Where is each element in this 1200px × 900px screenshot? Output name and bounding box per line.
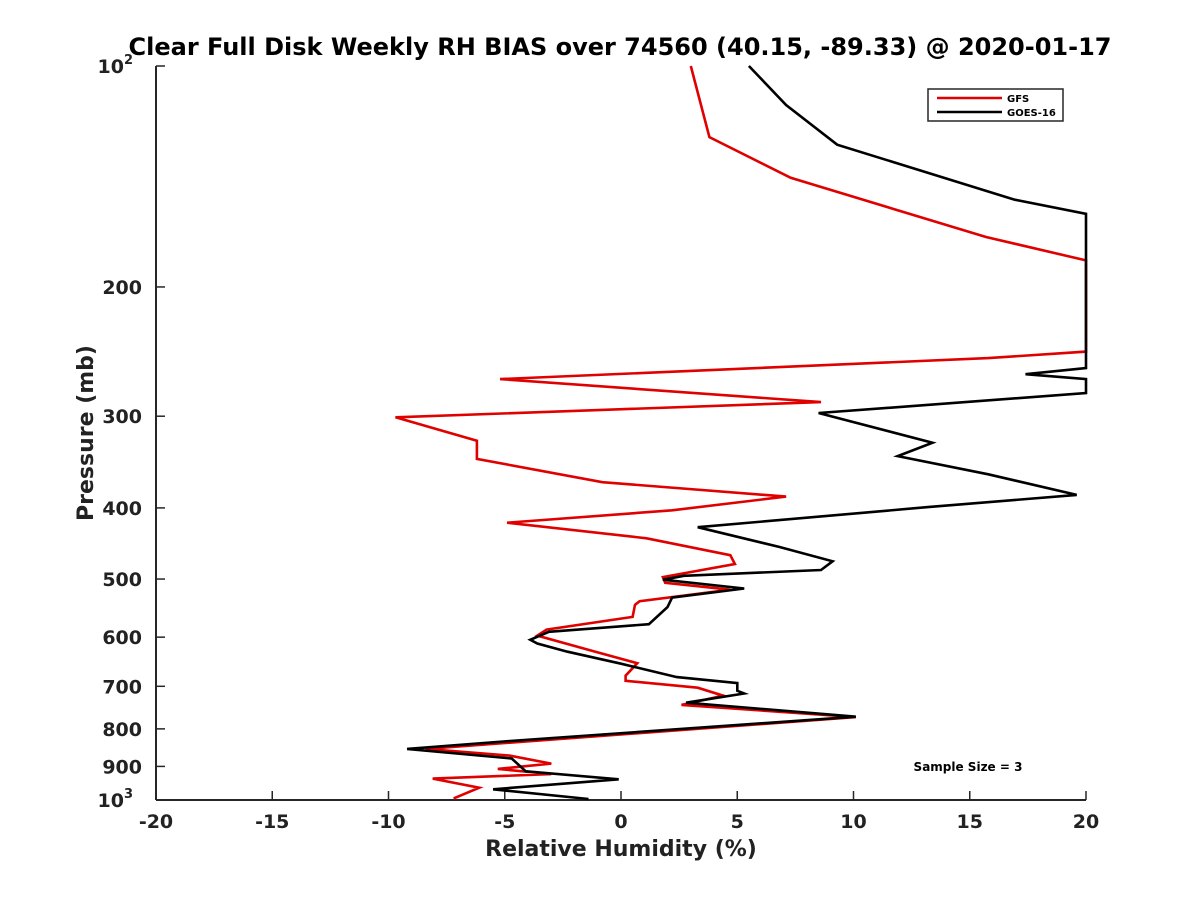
x-axis-label: Relative Humidity (%) (485, 837, 757, 862)
x-tick-label: -20 (139, 811, 173, 833)
x-tick-label: 0 (614, 811, 627, 833)
y-tick-base: 500 (102, 569, 142, 591)
sample-size-annotation: Sample Size = 3 (914, 760, 1023, 774)
x-tick-label: 10 (840, 811, 866, 833)
y-tick-base: 900 (102, 756, 142, 778)
legend: GFS GOES-16 (927, 88, 1064, 122)
axes (155, 66, 1086, 801)
series-line-goes-16 (406, 65, 1088, 801)
x-tick-label: -15 (255, 811, 289, 833)
y-tick-label: 102 (98, 53, 134, 78)
y-tick-label: 500 (102, 569, 142, 591)
y-tick-exponent: 2 (124, 53, 133, 68)
x-tick-label: -10 (371, 811, 405, 833)
y-tick-base: 10 (98, 790, 124, 812)
x-tick-label: -5 (494, 811, 515, 833)
chart-title: Clear Full Disk Weekly RH BIAS over 7456… (129, 33, 1112, 61)
y-tick-label: 400 (102, 498, 142, 520)
y-tick-base: 400 (102, 498, 142, 520)
y-tick-base: 300 (102, 406, 142, 428)
y-tick-base: 10 (98, 56, 124, 78)
y-tick-base: 600 (102, 627, 142, 649)
x-tick-label: 20 (1073, 811, 1099, 833)
x-tick-label: 5 (731, 811, 744, 833)
series-lines (395, 65, 1088, 801)
y-tick-label: 200 (102, 277, 142, 299)
x-ticks: -20 -15 -10 -5 0 5 10 15 20 (139, 791, 1099, 833)
y-tick-exponent: 3 (124, 787, 133, 802)
y-tick-label: 700 (102, 676, 142, 698)
y-tick-label: 900 (102, 756, 142, 778)
y-tick-base: 700 (102, 676, 142, 698)
x-tick-label: 15 (957, 811, 983, 833)
legend-label: GOES-16 (1007, 108, 1056, 119)
y-axis-label: Pressure (mb) (74, 345, 99, 521)
y-tick-label: 300 (102, 406, 142, 428)
plot-area (156, 66, 1086, 800)
y-tick-label: 103 (98, 787, 134, 812)
y-tick-base: 800 (102, 719, 142, 741)
legend-label: GFS (1007, 94, 1029, 105)
y-tick-base: 200 (102, 277, 142, 299)
legend-box (927, 88, 1064, 122)
y-tick-label: 600 (102, 627, 142, 649)
y-tick-label: 800 (102, 719, 142, 741)
